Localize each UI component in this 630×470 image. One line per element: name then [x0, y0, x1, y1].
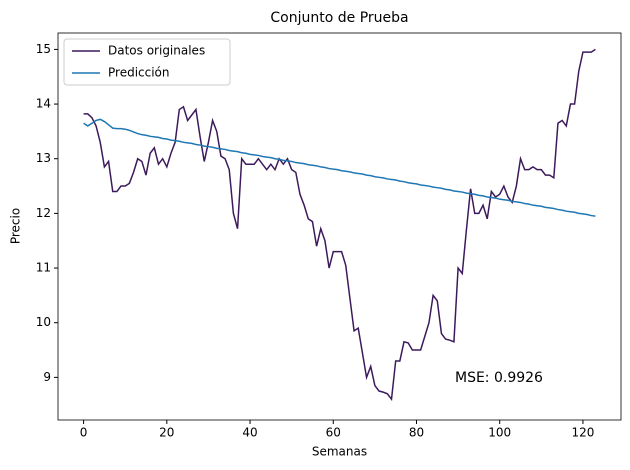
x-tick-label: 60	[326, 426, 341, 440]
legend-label: Predicción	[108, 66, 170, 80]
y-tick-label: 15	[36, 42, 51, 56]
annotation: MSE: 0.9926	[455, 370, 543, 386]
y-tick-label: 13	[36, 151, 51, 165]
y-tick-label: 11	[36, 261, 51, 275]
y-tick-label: 12	[36, 206, 51, 220]
plot-frame	[57, 32, 622, 421]
x-tick-label: 80	[409, 426, 424, 440]
y-axis-label: Precio	[9, 208, 23, 244]
data-line	[83, 118, 596, 217]
y-tick-label: 14	[36, 97, 51, 111]
x-tick-label: 120	[571, 426, 594, 440]
x-tick-label: 20	[159, 426, 174, 440]
legend-label: Datos originales	[108, 44, 205, 58]
data-line	[83, 48, 596, 402]
x-tick-label: 0	[80, 426, 88, 440]
x-tick-label: 100	[488, 426, 511, 440]
legend-box	[63, 38, 231, 86]
y-tick-label: 9	[43, 370, 51, 384]
chart-title: Conjunto de Prueba	[270, 10, 408, 26]
y-tick-label: 10	[36, 315, 51, 329]
x-axis-label: Semanas	[312, 445, 367, 459]
legend: Datos originales Predicción	[63, 38, 231, 86]
x-tick-label: 40	[242, 426, 257, 440]
